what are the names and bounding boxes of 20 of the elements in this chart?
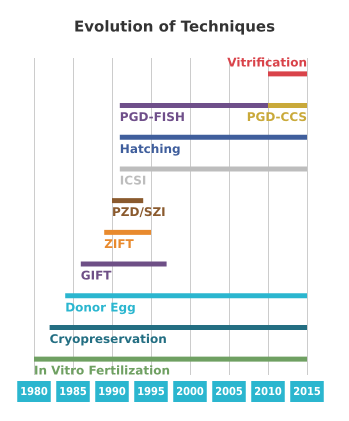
x-tick-label: 2015 [293,385,321,398]
series-label: PGD-FISH [120,110,185,124]
series-label: PZD/SZI [112,205,166,220]
series-label: Hatching [120,142,181,156]
x-tick-label: 1990 [98,385,126,398]
x-tick-label: 1985 [59,385,87,398]
series-label: In Vitro Fertilization [34,364,170,378]
x-tick-label: 1995 [137,385,165,398]
x-tick-label: 2005 [215,385,243,398]
series-label: ZIFT [104,236,135,251]
chart-title: Evolution of Techniques [74,18,276,36]
series-label: Vitrification [227,55,307,70]
series-label: Donor Egg [65,300,136,314]
x-tick-label: 2000 [176,385,204,398]
series-label: GIFT [80,268,112,283]
x-tick-label: 1980 [20,385,48,398]
x-tick-label: 2010 [254,385,282,398]
series-label: PGD-CCS [246,110,307,124]
series-label: ICSI [120,173,146,188]
series-label: Cryopreservation [50,332,167,346]
